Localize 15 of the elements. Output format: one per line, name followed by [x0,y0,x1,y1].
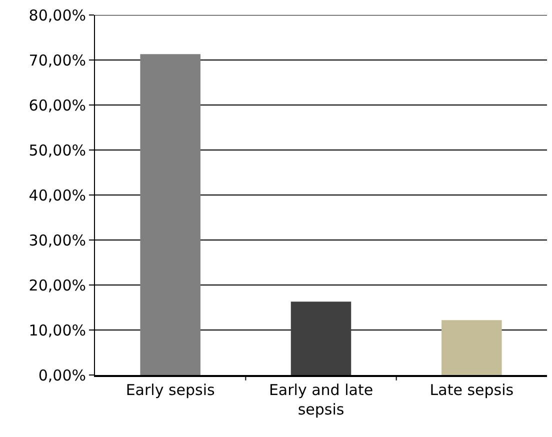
y-tick-label: 70,00% [28,51,86,70]
y-tick-label: 10,00% [28,321,86,340]
x-tick-label: Early and late sepsis [268,381,374,418]
y-tick-label: 20,00% [28,276,86,294]
y-tick-label: 80,00% [28,6,86,24]
y-tick-label: 0,00% [38,366,86,384]
y-tick-label: 40,00% [28,186,86,204]
bar [442,320,502,375]
y-tick-label: 60,00% [28,96,86,114]
y-tick-label: 30,00% [28,231,86,250]
bar [290,302,352,375]
y-tick-label: 50,00% [28,141,86,160]
x-tick-label: Early sepsis [126,381,216,399]
bar [140,54,200,375]
x-tick-label: Late sepsis [430,381,514,399]
